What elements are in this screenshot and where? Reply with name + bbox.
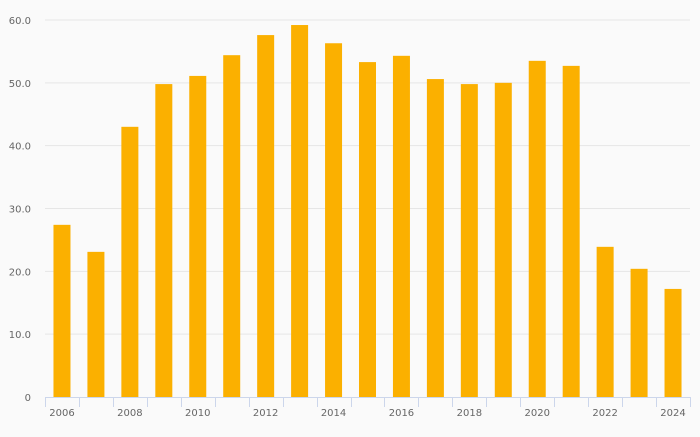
x-tick-label: 2014 bbox=[321, 408, 346, 419]
bar-2010 bbox=[189, 75, 207, 398]
y-tick-label: 50.0 bbox=[9, 79, 31, 90]
bar-2013 bbox=[291, 25, 309, 397]
x-tick-label: 2018 bbox=[457, 408, 482, 419]
x-tick-label: 2006 bbox=[49, 408, 74, 419]
bar-2008 bbox=[121, 126, 139, 398]
bar-2023 bbox=[630, 268, 648, 397]
y-tick-label: 20.0 bbox=[9, 267, 31, 278]
y-tick-label: 60.0 bbox=[9, 16, 31, 27]
x-tick-label: 2012 bbox=[253, 408, 278, 419]
bar-2018 bbox=[460, 84, 478, 397]
x-tick-label: 2020 bbox=[525, 408, 550, 419]
y-tick-label: 0 bbox=[25, 393, 31, 404]
bar-2020 bbox=[528, 60, 546, 397]
bar-2015 bbox=[359, 62, 376, 398]
bar-2016 bbox=[392, 55, 410, 397]
y-tick-label: 10.0 bbox=[9, 330, 31, 341]
y-tick-label: 40.0 bbox=[9, 142, 31, 153]
bar-2012 bbox=[257, 35, 275, 398]
x-tick-label: 2008 bbox=[117, 408, 142, 419]
bar-2022 bbox=[596, 246, 614, 397]
bar-2011 bbox=[223, 55, 241, 397]
bar-2014 bbox=[325, 43, 343, 398]
x-tick-label: 2024 bbox=[660, 408, 685, 419]
bar-2007 bbox=[87, 251, 105, 397]
x-tick-label: 2016 bbox=[389, 408, 414, 419]
x-tick-label: 2022 bbox=[592, 408, 617, 419]
y-tick-label: 30.0 bbox=[9, 205, 31, 216]
bar-2009 bbox=[155, 84, 173, 397]
bar-2021 bbox=[562, 65, 580, 397]
x-tick-label: 2010 bbox=[185, 408, 210, 419]
bar-2006 bbox=[53, 224, 71, 397]
bar-2017 bbox=[426, 79, 444, 398]
bar-2019 bbox=[494, 82, 512, 397]
bar-2024 bbox=[664, 288, 682, 397]
